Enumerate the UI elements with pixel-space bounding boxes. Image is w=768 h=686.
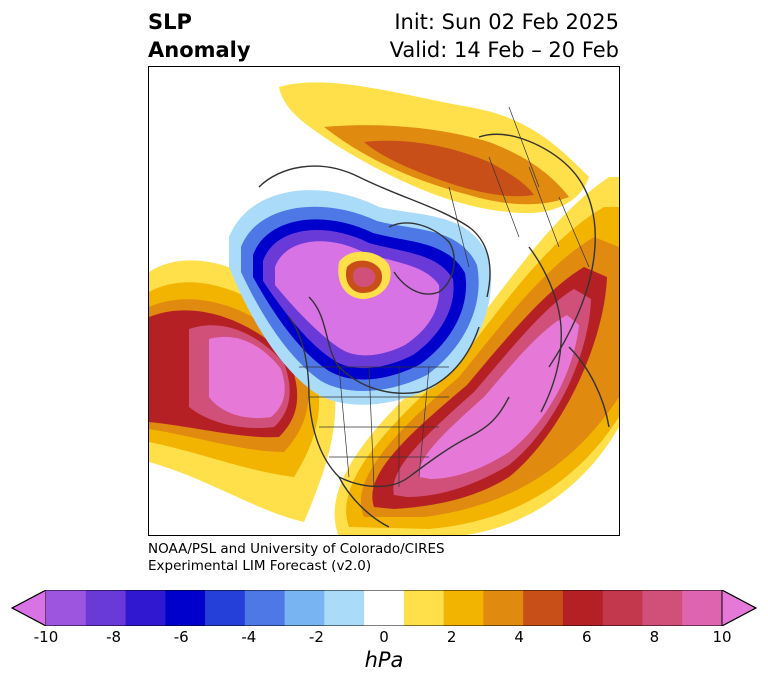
colorbar-segment bbox=[483, 590, 524, 626]
map-title: SLP Anomaly bbox=[148, 8, 251, 64]
forecast-dates: Init: Sun 02 Feb 2025 Valid: 14 Feb – 20… bbox=[390, 8, 619, 64]
colorbar-tick-label: 10 bbox=[712, 628, 732, 646]
credit-text: NOAA/PSL and University of Colorado/CIRE… bbox=[148, 541, 445, 575]
colorbar-segment bbox=[324, 590, 365, 626]
credit-line-2: Experimental LIM Forecast (v2.0) bbox=[148, 558, 372, 574]
greenland-positive-anomaly bbox=[338, 251, 391, 299]
colorbar-segment bbox=[244, 590, 286, 626]
colorbar-segment bbox=[284, 590, 325, 626]
colorbar-tick-label: -4 bbox=[241, 628, 257, 646]
colorbar bbox=[10, 589, 758, 630]
colorbar-tick-label: -6 bbox=[173, 628, 189, 646]
colorbar-under-extension bbox=[10, 589, 47, 627]
colorbar-segment bbox=[562, 590, 604, 626]
political-borders bbox=[299, 106, 590, 488]
anomaly-field bbox=[149, 82, 619, 535]
colorbar-segment bbox=[46, 590, 87, 626]
coastlines bbox=[258, 133, 610, 528]
atlantic-positive-anomaly bbox=[334, 177, 619, 535]
colorbar-segment bbox=[642, 590, 683, 626]
colorbar-ticks: -10 -8 -6 -4 -2 0 2 4 6 8 10 bbox=[0, 628, 768, 648]
colorbar-segment bbox=[443, 590, 484, 626]
colorbar-segment bbox=[125, 590, 166, 626]
colorbar-tick-label: 0 bbox=[379, 628, 389, 646]
colorbar-segment bbox=[364, 590, 405, 626]
colorbar-segment bbox=[85, 590, 127, 626]
colorbar-unit: hPa bbox=[364, 648, 404, 672]
colorbar-segment bbox=[205, 590, 246, 626]
colorbar-over-extension bbox=[721, 589, 758, 627]
anomaly-map bbox=[148, 66, 620, 536]
colorbar-tick-label: 4 bbox=[514, 628, 524, 646]
credit-line-1: NOAA/PSL and University of Colorado/CIRE… bbox=[148, 541, 445, 557]
colorbar-tick-label: -8 bbox=[106, 628, 122, 646]
colorbar-tick-label: 2 bbox=[446, 628, 457, 646]
colorbar-tick-label: 8 bbox=[649, 628, 660, 646]
colorbar-segment bbox=[602, 590, 643, 626]
colorbar-tick-label: -2 bbox=[308, 628, 324, 646]
variable-sublabel: Anomaly bbox=[148, 38, 251, 62]
colorbar-segment bbox=[523, 590, 564, 626]
eurasia-positive-anomaly bbox=[279, 82, 589, 214]
valid-range: Valid: 14 Feb – 20 Feb bbox=[389, 38, 619, 62]
variable-label: SLP bbox=[148, 10, 192, 34]
colorbar-segment bbox=[165, 590, 206, 626]
colorbar-segment bbox=[403, 590, 445, 626]
colorbar-segment bbox=[682, 590, 723, 626]
colorbar-tick-label: -10 bbox=[33, 628, 59, 646]
init-date: Init: Sun 02 Feb 2025 bbox=[394, 10, 619, 34]
colorbar-graphic bbox=[10, 589, 758, 627]
colorbar-tick-label: 6 bbox=[582, 628, 592, 646]
